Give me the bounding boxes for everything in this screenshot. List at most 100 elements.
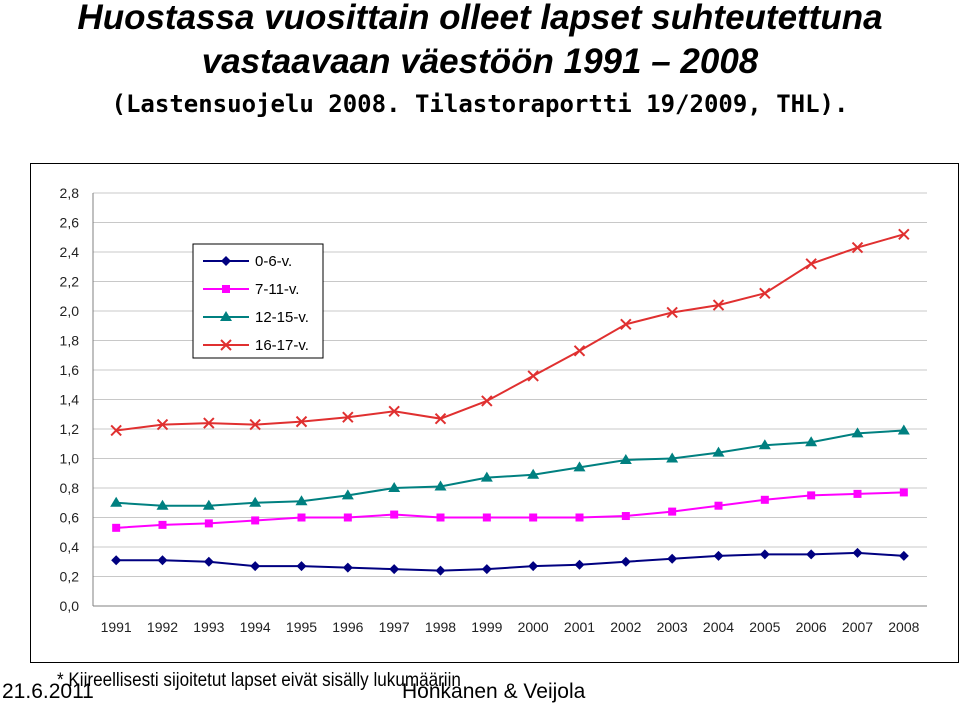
x-tick-label: 1997 <box>379 619 410 635</box>
data-point <box>807 491 816 500</box>
data-point <box>390 510 399 519</box>
data-point <box>204 519 213 528</box>
data-point <box>713 550 724 561</box>
data-point <box>435 565 446 576</box>
data-point <box>760 495 769 504</box>
y-tick-label: 0,2 <box>60 569 80 585</box>
legend-marker <box>221 256 231 266</box>
series-line-0-6-v. <box>116 551 904 572</box>
data-point <box>249 418 261 431</box>
x-tick-label: 2005 <box>749 619 780 635</box>
title-line-2: vastaavaan väestöön 1991 – 2008 <box>201 42 759 81</box>
y-tick-label: 2,8 <box>60 185 80 201</box>
x-tick-label: 1999 <box>471 619 502 635</box>
x-tick-label: 2002 <box>610 619 641 635</box>
data-point <box>480 471 493 482</box>
data-point <box>528 561 539 572</box>
data-point <box>295 415 308 428</box>
y-tick-label: 0,6 <box>60 510 80 526</box>
data-point <box>158 520 167 529</box>
data-point <box>481 564 492 575</box>
x-tick-label: 1994 <box>240 619 271 635</box>
data-point <box>251 516 260 525</box>
data-point <box>851 241 864 254</box>
y-tick-label: 1,8 <box>60 333 80 349</box>
data-point <box>574 559 585 570</box>
data-point <box>481 395 493 407</box>
legend-box <box>192 243 324 359</box>
data-point <box>295 495 308 506</box>
data-point <box>156 499 169 510</box>
title-line-1: Huostassa vuosittain olleet lapset suhte… <box>77 0 883 37</box>
data-point <box>297 513 306 522</box>
data-point <box>897 424 910 435</box>
title-source-line: (Lastensuojelu 2008. Tilastoraportti 19/… <box>111 90 849 118</box>
x-tick-label: 2006 <box>796 619 827 635</box>
data-point <box>296 561 307 572</box>
data-point <box>573 461 586 472</box>
data-point <box>668 507 677 516</box>
data-point <box>342 411 354 423</box>
legend-marker <box>220 339 232 351</box>
data-point <box>388 405 400 418</box>
x-tick-label: 1991 <box>101 619 132 635</box>
data-point <box>852 547 863 558</box>
series-line-16-17-v. <box>116 233 905 432</box>
data-point <box>203 556 214 567</box>
data-point <box>898 550 909 561</box>
x-tick-label: 1996 <box>332 619 363 635</box>
legend-label: 16-17-v. <box>255 337 309 354</box>
series-line-12-15-v. <box>116 429 904 507</box>
data-point <box>759 549 770 560</box>
series-line-7-11-v. <box>116 491 904 529</box>
data-point <box>573 345 586 357</box>
data-point <box>899 488 908 497</box>
x-tick-label: 1992 <box>147 619 178 635</box>
data-point <box>436 513 445 522</box>
x-tick-label: 2000 <box>518 619 549 635</box>
x-tick-label: 1993 <box>193 619 224 635</box>
data-point <box>759 287 771 300</box>
data-point <box>110 496 123 507</box>
x-tick-label: 2007 <box>842 619 873 635</box>
chart-frame: 0,0 0,2 0,4 0,6 0,8 1,0 1,2 1,4 1,6 1,8 2,0 2,2 2,4 2… <box>30 163 959 663</box>
footnote: * Kiireellisesti sijoitetut lapset eivät… <box>57 670 461 691</box>
data-point <box>853 489 862 498</box>
data-point <box>341 489 354 500</box>
y-tick-label: 0,4 <box>60 539 80 555</box>
data-point <box>343 513 352 522</box>
data-point <box>805 258 817 270</box>
legend-label: 7-11-v. <box>255 281 299 298</box>
data-point <box>666 306 678 319</box>
data-point <box>667 553 678 564</box>
legend-marker <box>222 285 230 293</box>
x-tick-label: 2008 <box>888 619 919 635</box>
x-tick-label: 2001 <box>564 619 595 635</box>
data-point <box>434 480 447 491</box>
data-point <box>110 424 122 437</box>
footer-date: 21.6.2011 <box>2 680 94 703</box>
legend-label: 0-6-v. <box>255 253 292 270</box>
data-point <box>714 501 723 510</box>
data-point <box>434 412 447 425</box>
y-tick-label: 1,2 <box>60 421 80 437</box>
data-point <box>156 418 169 431</box>
data-point <box>342 562 353 573</box>
data-point <box>482 513 491 522</box>
data-point <box>157 555 168 566</box>
x-tick-label: 2003 <box>657 619 688 635</box>
y-tick-label: 2,6 <box>60 215 80 231</box>
data-point <box>666 452 679 463</box>
y-tick-label: 2,0 <box>60 303 80 319</box>
data-point <box>575 513 584 522</box>
data-point <box>527 468 540 479</box>
data-point <box>805 436 818 447</box>
legend-label: 12-15-v. <box>255 309 309 326</box>
data-point <box>388 482 401 492</box>
data-point <box>250 561 261 572</box>
data-point <box>619 453 632 464</box>
x-tick-label: 1998 <box>425 619 456 635</box>
y-tick-label: 0,8 <box>60 480 80 496</box>
data-point <box>203 417 215 429</box>
data-point <box>112 523 121 532</box>
